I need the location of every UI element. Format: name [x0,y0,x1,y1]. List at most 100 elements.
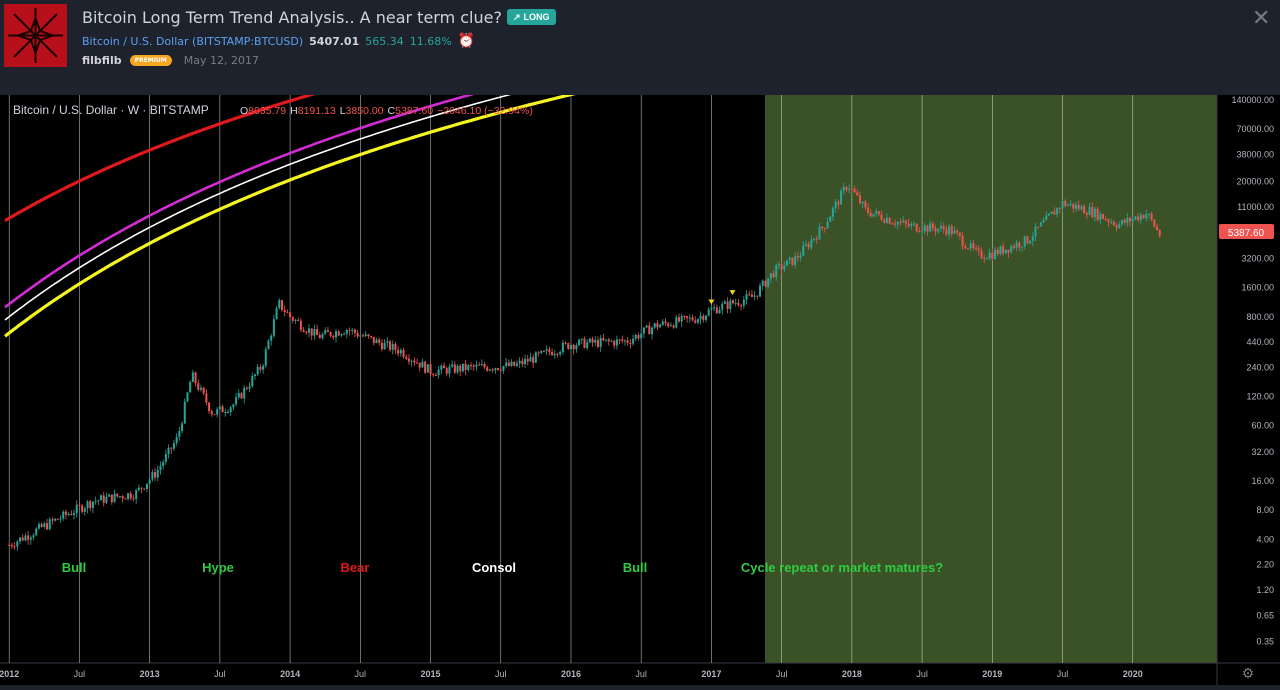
candle-body [1147,213,1150,215]
candle-body [891,223,894,225]
symbol-link[interactable]: Bitcoin / U.S. Dollar (BITSTAMP:BTCUSD) [82,34,304,48]
long-badge[interactable]: ↗ LONG [507,9,556,25]
candle-body [359,335,362,337]
candle-body [996,249,999,255]
candle-body [950,226,953,234]
candle-body [980,250,983,258]
candle-body [488,369,491,371]
candle-body [1134,216,1137,219]
candle-body [1072,203,1075,209]
candle-body [1077,204,1080,210]
candle-body [456,365,459,373]
settings-gear-icon[interactable]: ⚙ [1242,665,1255,681]
candle-body [780,264,783,270]
candle-body [1145,214,1148,219]
candle-body [929,223,932,232]
candle-body [283,309,286,313]
candle-body [880,214,883,220]
candle-body [56,518,59,520]
candle-body [629,342,632,344]
candle-body [224,412,227,414]
candle-body [229,407,232,413]
candle-body [418,362,421,368]
candle-body [278,300,281,309]
candle-body [356,332,359,337]
x-tick-label: Jul [635,669,647,679]
candle-body [243,387,246,399]
alarm-clock-icon[interactable]: ⏰ [457,33,476,49]
candle-body [867,207,870,213]
candle-body [1091,206,1094,217]
candle-body [840,190,843,205]
candle-body [1021,246,1024,248]
candle-body [953,230,956,234]
candle-body [321,334,324,339]
candle-body [723,301,726,304]
candle-body [1158,230,1161,237]
y-tick-label: 0.65 [1256,611,1274,621]
candle-body [251,376,254,387]
candle-body [135,490,138,500]
candle-body [580,338,583,340]
candle-body [605,339,608,341]
candle-body [764,280,767,287]
candle-body [526,358,529,362]
candle-body [759,285,762,297]
candle-body [591,338,594,343]
candle-body [116,493,119,497]
candle-body [1139,215,1142,221]
candle-body [642,327,645,334]
candle-body [256,366,259,375]
candle-body [529,357,532,362]
author-name[interactable]: filbfilb [82,54,122,67]
candle-body [1048,213,1051,216]
x-axis: 2012 Jul 2013 Jul 2014 Jul 2015 Jul 2016 Jul 2017 J… [0,669,1143,679]
candle-body [969,243,972,249]
candle-body [1039,222,1042,227]
candle-body [440,365,443,370]
candle-body [262,365,265,370]
x-tick-label: 2020 [1123,669,1143,679]
candle-body [364,334,367,337]
candle-body [89,501,92,508]
candle-body [59,518,62,520]
y-tick-label: 120.00 [1246,391,1274,401]
marker-arrow [708,299,715,305]
close-icon[interactable]: ✕ [1252,6,1271,31]
candle-body [1064,201,1067,206]
candle-body [837,201,840,205]
candle-body [699,315,702,320]
candle-body [372,336,375,344]
candle-body [461,363,464,372]
candle-body [829,216,832,222]
candle-body [64,511,67,515]
candle-body [316,329,319,336]
candle-body [210,411,213,415]
candle-body [1045,215,1048,221]
candle-body [988,252,991,259]
candle-body [75,504,78,514]
candle-body [499,369,502,371]
candle-body [453,364,456,373]
candle-body [726,301,729,309]
candle-body [561,342,564,352]
candle-body [21,537,24,541]
candle-body [804,244,807,246]
candle-body [1102,213,1105,219]
phase-label: Consol [472,560,516,575]
candle-body [464,363,467,370]
candle-body [100,495,103,501]
candle-body [553,353,556,356]
candle-body [696,319,699,323]
candle-body [702,315,705,320]
candle-body [896,221,899,225]
y-tick-label: 20000.00 [1236,177,1274,187]
idea-title: Bitcoin Long Term Trend Analysis.. A nea… [82,8,502,27]
candle-body [110,494,113,503]
candle-body [705,315,708,320]
candle-body [810,239,813,248]
phase-label: Cycle repeat or market matures? [741,560,943,575]
gridlines [0,95,1280,685]
